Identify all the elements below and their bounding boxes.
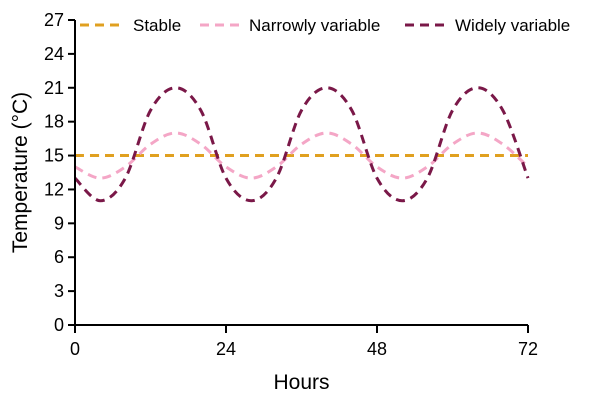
legend-label-widely-variable: Widely variable	[455, 16, 570, 35]
legend-label-narrowly-variable: Narrowly variable	[249, 16, 380, 35]
y-tick-label: 6	[54, 247, 64, 267]
axes-layer: 0 3 6 9 12 15 18 21 24 27 0 24 48 72	[44, 10, 538, 359]
y-axis-title: Temperature (°C)	[9, 92, 32, 253]
legend-label-stable: Stable	[133, 16, 181, 35]
x-tick-label: 72	[518, 339, 538, 359]
y-tick-label: 27	[44, 10, 64, 30]
x-tick-label: 24	[216, 339, 236, 359]
series-layer	[73, 86, 530, 203]
series-line-widely-variable	[73, 86, 530, 203]
y-tick-label: 9	[54, 213, 64, 233]
y-tick-label: 15	[44, 146, 64, 166]
legend: Stable Narrowly variable Widely variable	[80, 16, 570, 35]
y-tick-label: 0	[54, 315, 64, 335]
x-axis-title: Hours	[273, 371, 329, 393]
y-tick-label: 21	[44, 78, 64, 98]
y-tick-label: 12	[44, 179, 64, 199]
y-tick-label: 3	[54, 281, 64, 301]
x-tick-label: 48	[367, 339, 387, 359]
y-tick-label: 18	[44, 112, 64, 132]
x-tick-label: 0	[70, 339, 80, 359]
y-tick-label: 24	[44, 44, 64, 64]
